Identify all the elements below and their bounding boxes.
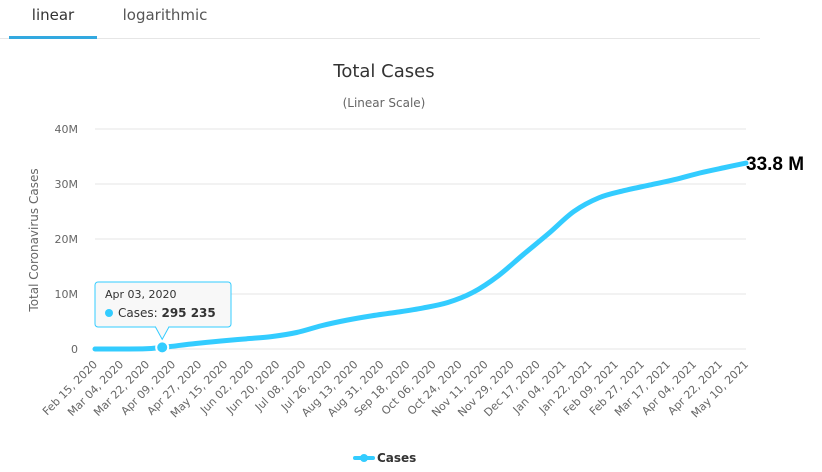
y-tick-label: 20M [55,233,79,246]
tooltip-date: Apr 03, 2020 [105,288,177,301]
y-tick-labels: 0 10M 20M 30M 40M [55,123,79,356]
y-tick-label: 30M [55,178,79,191]
tab-linear[interactable]: linear [9,0,97,39]
y-tick-label: 0 [71,343,78,356]
last-value-label: 33.8 M [746,154,804,175]
tooltip-value-text: Cases: 295 235 [118,306,216,320]
legend-marker-cases [360,454,368,462]
series-line-cases[interactable] [92,160,749,352]
chart-scale-tabs: linear logarithmic [0,0,760,39]
tooltip-series-marker [105,309,113,317]
tab-logarithmic[interactable]: logarithmic [122,6,208,24]
legend[interactable]: Cases [353,451,416,465]
y-tick-label: 10M [55,288,79,301]
y-axis-title: Total Coronavirus Cases [27,168,41,312]
chart-subtitle: (Linear Scale) [343,96,426,110]
legend-label-cases: Cases [377,451,416,465]
tooltip-colon: : [154,306,162,320]
chart-title: Total Cases [332,61,434,82]
tooltip-pointer [154,326,170,341]
tooltip-value: 295 235 [161,306,215,320]
tooltip-series-name: Cases [118,306,154,320]
y-tick-label: 40M [55,123,79,136]
tooltip: Apr 03, 2020 Cases: 295 235 [94,281,232,341]
hover-point-marker[interactable] [155,340,170,355]
